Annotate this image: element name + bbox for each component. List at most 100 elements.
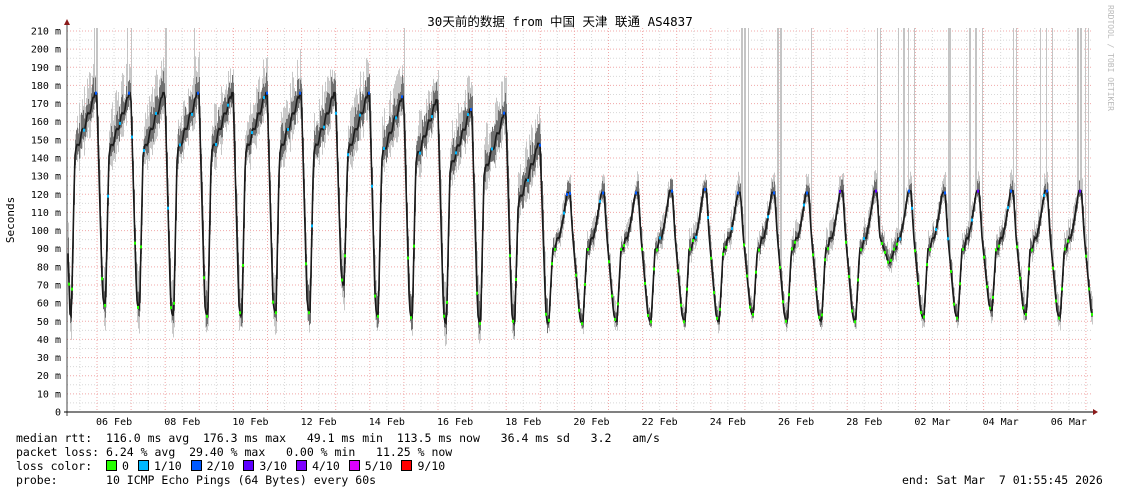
y-tick-label: 90 m bbox=[37, 244, 61, 255]
smoke-inner bbox=[539, 123, 540, 156]
smoke-inner bbox=[355, 107, 356, 143]
smoke-inner bbox=[288, 114, 289, 138]
smoke-inner bbox=[191, 99, 192, 122]
loss-point bbox=[374, 294, 376, 298]
smoke-inner bbox=[331, 77, 332, 115]
smoke-inner bbox=[569, 183, 570, 199]
loss-point bbox=[479, 322, 481, 326]
smoke-inner bbox=[464, 110, 465, 142]
loss-point bbox=[989, 306, 991, 310]
loss-point bbox=[242, 263, 244, 267]
x-tick-label: 16 Feb bbox=[437, 417, 473, 428]
loss-point bbox=[263, 96, 265, 100]
smoke-inner bbox=[356, 114, 357, 138]
smoke-inner bbox=[492, 126, 493, 162]
smoke-inner bbox=[479, 301, 480, 334]
smoke-inner bbox=[513, 304, 514, 331]
smoke-inner bbox=[603, 183, 604, 198]
loss-point bbox=[143, 148, 145, 152]
y-tick-label: 180 m bbox=[31, 81, 61, 92]
smoke-inner bbox=[259, 99, 260, 122]
loss-point bbox=[995, 248, 997, 252]
loss-point bbox=[677, 269, 679, 273]
smoke-inner bbox=[164, 83, 165, 99]
smoke-inner bbox=[321, 115, 322, 137]
smoke-inner bbox=[497, 120, 498, 141]
loss-point bbox=[959, 282, 961, 286]
smoke-inner bbox=[758, 242, 759, 253]
color-swatch bbox=[348, 460, 360, 471]
loss-point bbox=[341, 278, 343, 282]
smoke-inner bbox=[385, 136, 386, 156]
y-tick-labels: 0 10 m 20 m 30 m 40 m 50 m 60 m 70 m 80 m 90 m 100… bbox=[31, 27, 61, 419]
loss-point bbox=[1079, 189, 1081, 193]
smoke-inner bbox=[875, 181, 876, 196]
smoke-inner bbox=[520, 185, 521, 203]
smoke-inner bbox=[521, 184, 522, 202]
smoke-inner bbox=[660, 227, 661, 244]
smoke-inner bbox=[471, 97, 472, 117]
loss-point bbox=[848, 275, 850, 279]
loss-point bbox=[107, 194, 109, 198]
loss-point bbox=[101, 277, 103, 281]
loss-point bbox=[998, 244, 1000, 248]
loss-point bbox=[470, 108, 472, 112]
chart-title: 30天前的数据 from 中国 天津 联通 AS4837 bbox=[427, 14, 692, 29]
smoke-inner bbox=[820, 309, 821, 327]
loss-point bbox=[407, 256, 409, 260]
smoke-inner bbox=[751, 302, 752, 315]
smoke-inner bbox=[888, 254, 889, 266]
loss-point bbox=[401, 95, 403, 99]
smoke-inner bbox=[670, 179, 671, 198]
smoke-inner bbox=[152, 114, 153, 139]
loss-color-item: 1/10 bbox=[137, 459, 182, 473]
smoke-inner bbox=[830, 230, 831, 243]
smoke-inner bbox=[419, 136, 420, 162]
smoke-inner bbox=[117, 111, 118, 139]
loss-point bbox=[725, 245, 727, 249]
color-label: 9/10 bbox=[417, 459, 446, 473]
smoke-inner bbox=[328, 93, 329, 127]
smoke-inner bbox=[403, 83, 404, 105]
smoke-inner bbox=[1079, 180, 1080, 197]
smoke-inner bbox=[78, 133, 79, 152]
loss-color-item: 3/10 bbox=[243, 459, 287, 473]
legend-loss-colors: loss color: 0 1/10 2/10 3/10 4/10 5/10 9/10 bbox=[16, 459, 454, 473]
smoke-inner bbox=[317, 124, 318, 158]
smoke-inner bbox=[206, 290, 207, 327]
smoke-inner bbox=[853, 306, 854, 323]
smoke-inner bbox=[506, 103, 507, 126]
smoke-inner bbox=[504, 101, 505, 120]
loss-spike bbox=[880, 28, 881, 238]
loss-point bbox=[617, 302, 619, 306]
x-tick-label: 26 Feb bbox=[778, 417, 814, 428]
loss-point bbox=[659, 236, 661, 240]
smoke-inner bbox=[186, 114, 187, 139]
loss-point bbox=[845, 240, 847, 244]
color-label: 5/10 bbox=[364, 459, 393, 473]
smoke-inner bbox=[874, 180, 875, 199]
loss-point bbox=[545, 312, 547, 316]
color-swatch bbox=[190, 460, 202, 471]
smoke-inner bbox=[831, 230, 832, 243]
loss-point bbox=[410, 316, 412, 320]
smoke-inner bbox=[1065, 238, 1066, 255]
smoke-inner bbox=[526, 166, 527, 187]
loss-point bbox=[839, 189, 841, 193]
loss-point bbox=[875, 189, 877, 193]
y-tick-label: 0 bbox=[55, 408, 61, 419]
smoke-inner bbox=[706, 180, 707, 194]
loss-point bbox=[179, 143, 181, 147]
smoke-inner bbox=[430, 108, 431, 129]
loss-color-item: 2/10 bbox=[190, 459, 234, 473]
color-swatch bbox=[243, 460, 255, 471]
loss-point bbox=[551, 262, 553, 266]
smoke-inner bbox=[1035, 231, 1036, 241]
loss-point bbox=[134, 241, 136, 245]
loss-point bbox=[272, 300, 274, 304]
smoke-inner bbox=[694, 232, 695, 241]
smoke-inner bbox=[396, 104, 397, 125]
smoke-inner bbox=[283, 130, 284, 154]
smoke-inner bbox=[704, 181, 705, 194]
loss-point bbox=[956, 316, 958, 320]
